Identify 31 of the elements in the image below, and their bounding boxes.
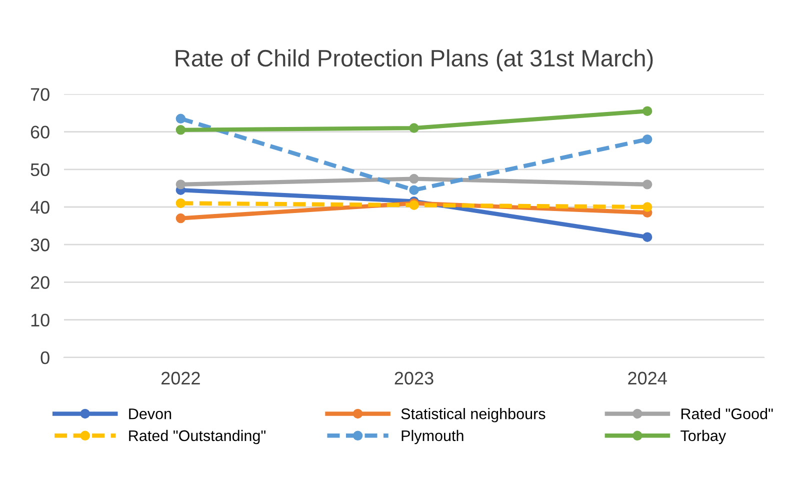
point	[176, 213, 186, 224]
y-tick-label: 50	[30, 163, 50, 176]
point	[176, 180, 186, 190]
point	[176, 125, 186, 135]
point	[176, 198, 186, 208]
x-tick-label: 2023	[394, 372, 434, 385]
legend-label: Rated "Outstanding"	[129, 430, 266, 444]
y-tick-label: 0	[40, 351, 50, 364]
x-tick-label: 2022	[161, 372, 200, 385]
x-tick-label: 2024	[628, 372, 667, 385]
y-tick-label: 10	[31, 314, 50, 327]
point	[642, 134, 652, 144]
point	[642, 180, 652, 190]
point	[642, 106, 652, 116]
point	[642, 232, 652, 242]
point	[409, 174, 419, 184]
legend-label: Plymouth	[402, 430, 464, 444]
point	[409, 123, 419, 133]
point	[642, 202, 652, 212]
point	[409, 185, 419, 195]
legend-label: Devon	[129, 408, 172, 420]
y-tick-label: 30	[30, 238, 50, 252]
y-tick-label: 40	[30, 200, 50, 214]
chart-title: Rate of Child Protection Plans (at 31st March)	[176, 49, 653, 72]
y-tick-label: 60	[30, 126, 50, 139]
y-tick-label: 70	[30, 88, 50, 101]
legend-label: Torbay	[680, 430, 726, 444]
legend-label: Rated "Good"	[681, 408, 773, 420]
point	[176, 114, 186, 124]
legend-label: Statistical neighbours	[401, 408, 546, 422]
y-tick-label: 20	[30, 276, 50, 289]
